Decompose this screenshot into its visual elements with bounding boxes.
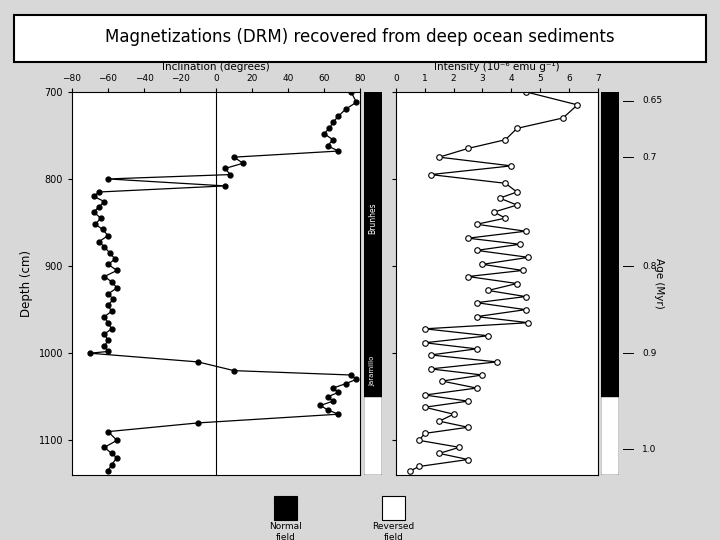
Text: 0.7: 0.7 [642, 153, 657, 161]
Bar [601, 397, 619, 475]
Text: Age (Myr): Age (Myr) [654, 258, 664, 309]
Y-axis label: Depth (cm): Depth (cm) [20, 250, 33, 317]
Bar [382, 496, 405, 520]
Bar [364, 345, 382, 397]
Text: 0.65: 0.65 [642, 96, 662, 105]
Bar [364, 92, 382, 345]
Text: Reversed
field: Reversed field [372, 523, 415, 540]
Text: Brunhes: Brunhes [368, 202, 377, 234]
Text: 0.9: 0.9 [642, 349, 657, 357]
X-axis label: Intensity (10⁻⁶ emu g⁻¹): Intensity (10⁻⁶ emu g⁻¹) [434, 62, 559, 72]
Text: Jaramillo: Jaramillo [369, 355, 376, 386]
FancyBboxPatch shape [14, 15, 706, 62]
Text: 0.8: 0.8 [642, 261, 657, 271]
Bar [364, 397, 382, 475]
X-axis label: Inclination (degrees): Inclination (degrees) [162, 62, 270, 72]
Text: Normal
field: Normal field [269, 523, 302, 540]
Text: Magnetizations (DRM) recovered from deep ocean sediments: Magnetizations (DRM) recovered from deep… [105, 28, 615, 46]
Bar [601, 345, 619, 397]
Bar [601, 92, 619, 345]
Bar [274, 496, 297, 520]
Text: 1.0: 1.0 [642, 444, 657, 454]
